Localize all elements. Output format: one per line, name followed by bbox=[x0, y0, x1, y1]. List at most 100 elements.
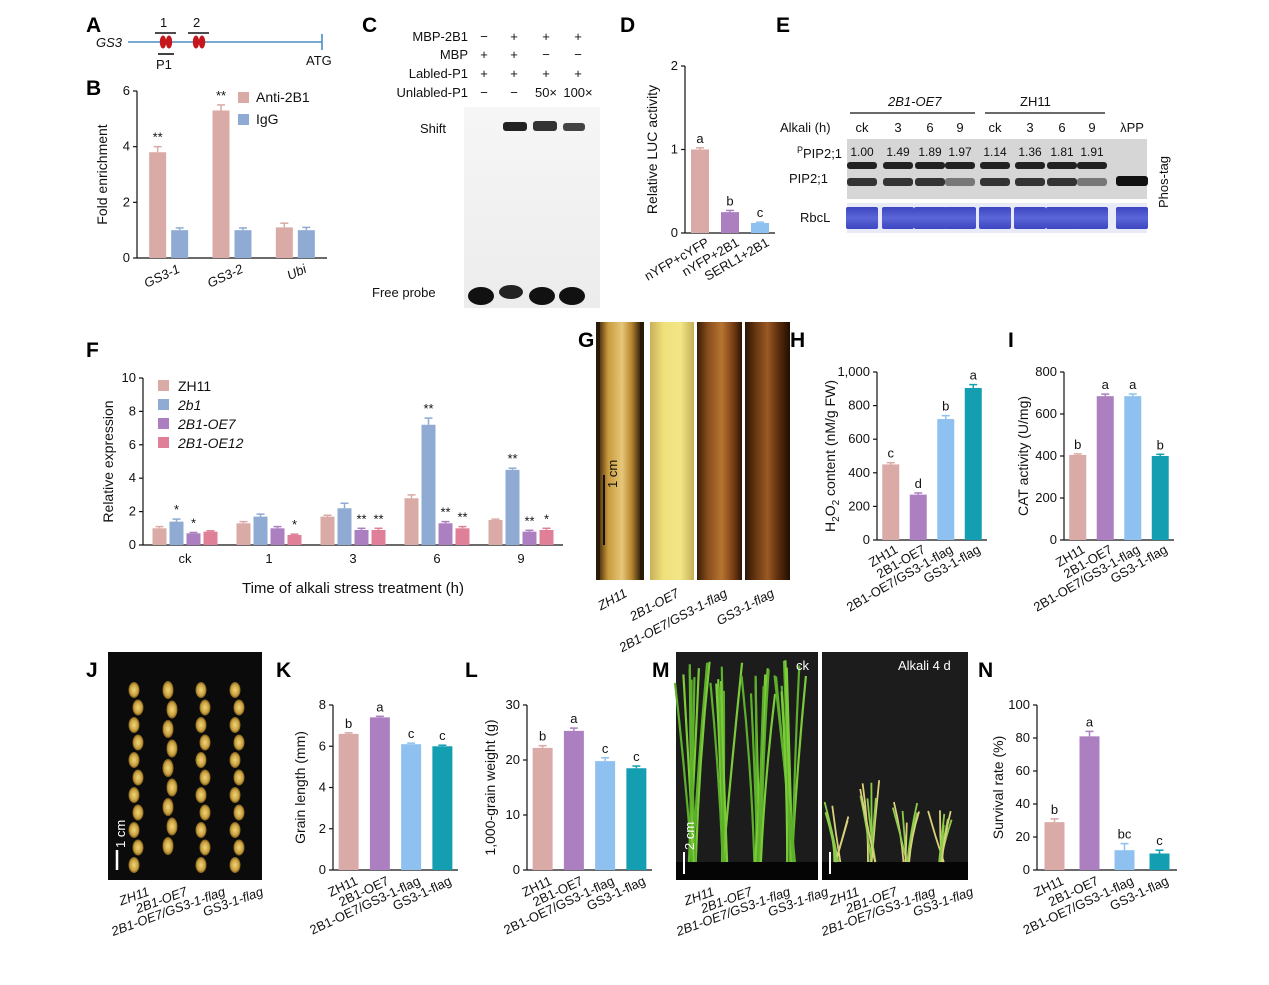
significance-label: ** bbox=[507, 451, 517, 466]
panel-label-d: D bbox=[620, 14, 635, 37]
significance-label: b bbox=[726, 193, 733, 208]
grain bbox=[199, 734, 211, 751]
significance-label: b bbox=[1074, 437, 1081, 452]
panel-label-k: K bbox=[276, 659, 291, 682]
free-band-2 bbox=[499, 285, 523, 299]
grain bbox=[195, 787, 207, 803]
y-tick-label: 800 bbox=[1035, 364, 1057, 379]
ratio-value: 1.49 bbox=[886, 145, 910, 159]
significance-label: c bbox=[439, 728, 446, 743]
bar bbox=[1149, 853, 1170, 870]
lower-band bbox=[980, 178, 1010, 186]
shift-band-4 bbox=[563, 123, 585, 131]
panel-label-h: H bbox=[790, 329, 805, 352]
y-tick-label: 0 bbox=[863, 532, 870, 547]
grain bbox=[233, 804, 245, 821]
leaf-blade bbox=[869, 797, 877, 863]
ylabel-part: content (nM/g FW) bbox=[822, 380, 838, 500]
bar bbox=[455, 528, 470, 545]
y-axis-label: Grain length (mm) bbox=[292, 731, 308, 844]
leaf-blade bbox=[791, 665, 801, 863]
shift-band-2 bbox=[503, 122, 527, 131]
ratio-value: 1.36 bbox=[1018, 145, 1042, 159]
legend-label: 2B1-OE12 bbox=[177, 435, 244, 451]
plant-photo-alkali bbox=[822, 652, 968, 880]
blot-lane-label: 3 bbox=[894, 120, 901, 135]
grain bbox=[233, 839, 245, 856]
panel-label-l: L bbox=[465, 659, 478, 682]
bar bbox=[721, 212, 739, 233]
y-tick-label: 0 bbox=[129, 537, 136, 552]
emsa-cell: − bbox=[480, 29, 488, 44]
group-1-label: 2B1-OE7 bbox=[887, 94, 942, 109]
bar bbox=[421, 424, 436, 545]
y-tick-label: 30 bbox=[506, 697, 520, 712]
bar bbox=[1079, 736, 1100, 870]
bar bbox=[1124, 396, 1142, 540]
y-tick-label: 800 bbox=[848, 398, 870, 413]
leaf-blade bbox=[682, 674, 696, 863]
rbcl-band bbox=[914, 207, 946, 229]
scale-label-g: 1 cm bbox=[605, 460, 620, 488]
upper-band bbox=[1077, 162, 1107, 169]
bar bbox=[964, 387, 982, 540]
significance-label: a bbox=[570, 711, 578, 726]
panel-g-photos: 1 cm ZH112B1-OE72B1-OE7/GS3-1-flagGS3-1-… bbox=[594, 322, 790, 655]
blot-lane-label: 6 bbox=[926, 120, 933, 135]
alkali-label: Alkali (h) bbox=[780, 120, 831, 135]
site-1-mark bbox=[159, 35, 167, 49]
grain bbox=[166, 817, 178, 836]
legend-label: 2b1 bbox=[177, 397, 201, 413]
emsa-row-label: MBP bbox=[440, 47, 468, 62]
leaf-blade bbox=[719, 681, 729, 863]
grain bbox=[233, 769, 245, 786]
y-tick-label: 0 bbox=[1023, 862, 1030, 877]
bar bbox=[338, 733, 359, 870]
stem-photo-3 bbox=[697, 322, 742, 580]
grain bbox=[128, 857, 140, 873]
emsa-cell: 50× bbox=[535, 85, 557, 100]
emsa-cell: + bbox=[480, 66, 488, 81]
rbcl-band bbox=[1116, 207, 1148, 229]
grain bbox=[199, 699, 211, 716]
rbcl-band bbox=[882, 207, 914, 229]
y-axis-label: Relative LUC activity bbox=[644, 85, 660, 214]
significance-label: a bbox=[1086, 714, 1094, 729]
bar bbox=[169, 521, 184, 545]
y-axis-label: Fold enrichment bbox=[94, 124, 110, 224]
emsa-row-label: Labled-P1 bbox=[409, 66, 468, 81]
grain bbox=[162, 681, 174, 699]
leaf-blade bbox=[780, 691, 789, 863]
probe-label: P1 bbox=[156, 57, 172, 72]
y-tick-label: 200 bbox=[1035, 490, 1057, 505]
bar bbox=[1044, 822, 1065, 870]
panel-label-g: G bbox=[578, 329, 594, 352]
y-tick-label: 4 bbox=[123, 139, 130, 154]
bar bbox=[320, 516, 335, 545]
x-tick-label: 6 bbox=[433, 551, 440, 566]
x-tick-label: ck bbox=[179, 551, 193, 566]
site-2-label: 2 bbox=[193, 15, 200, 30]
stem-photo-4 bbox=[745, 322, 790, 580]
panel-label-f: F bbox=[86, 339, 99, 362]
blot-lane-label: λPP bbox=[1120, 120, 1144, 135]
scale-label-j: 1 cm bbox=[113, 820, 128, 848]
y-tick-label: 1 bbox=[671, 142, 678, 157]
atg-label: ATG bbox=[306, 53, 332, 68]
legend-swatch bbox=[238, 114, 249, 125]
bar bbox=[532, 747, 553, 870]
pip-upper-label: PPIP2;1 bbox=[797, 145, 842, 161]
bar bbox=[152, 528, 167, 545]
y-tick-label: 20 bbox=[506, 752, 520, 767]
shift-band-3 bbox=[533, 121, 557, 131]
significance-label: a bbox=[1129, 377, 1137, 392]
grain bbox=[128, 682, 140, 698]
grain bbox=[132, 839, 144, 856]
y-tick-label: 100 bbox=[1008, 697, 1030, 712]
bar bbox=[1151, 456, 1169, 540]
free-band-3 bbox=[529, 287, 555, 305]
ratio-value: 1.97 bbox=[948, 145, 972, 159]
emsa-cell: − bbox=[574, 47, 582, 62]
y-axis-label: H2O2 content (nM/g FW) bbox=[822, 380, 842, 532]
